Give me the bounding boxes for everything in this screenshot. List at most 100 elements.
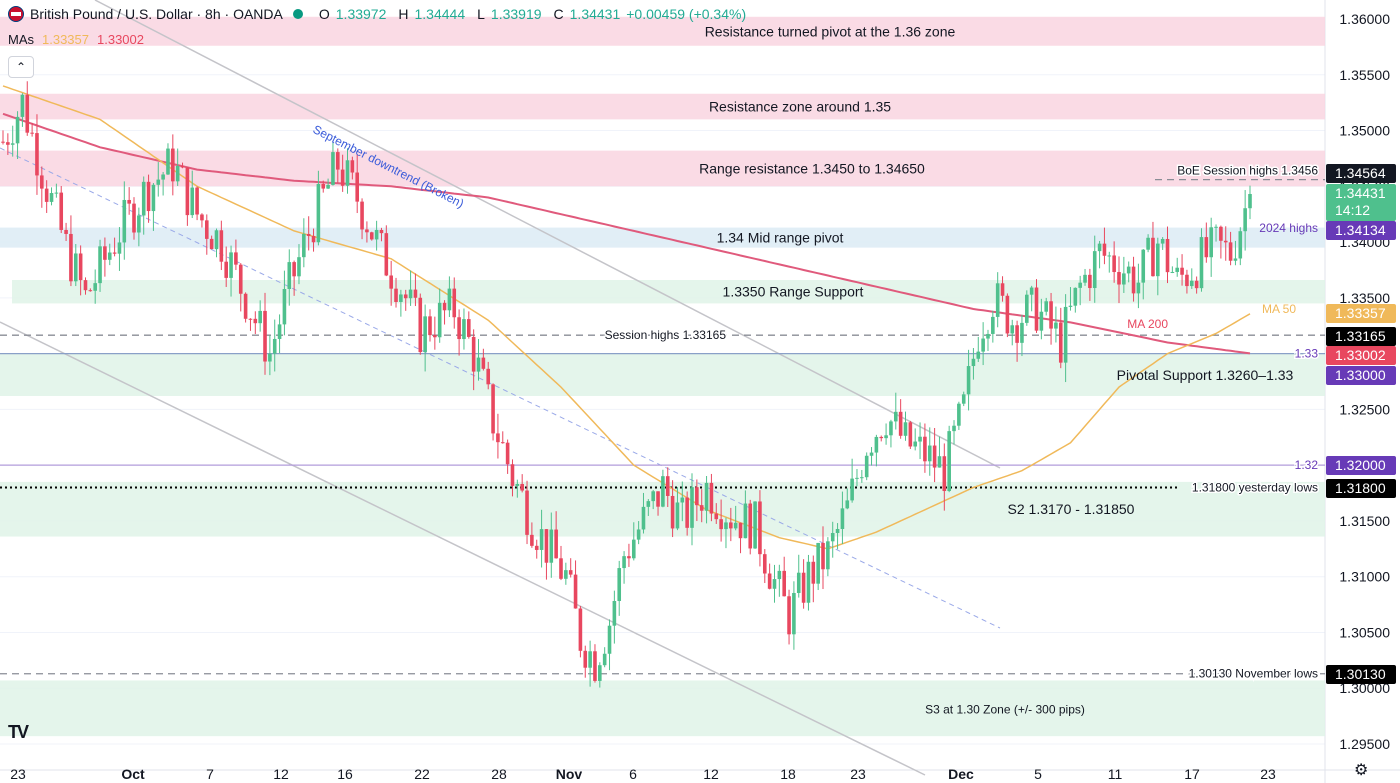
candle-body <box>1223 240 1228 243</box>
candle-body <box>564 570 568 579</box>
candle-body <box>1151 237 1155 277</box>
candle-body <box>927 445 932 462</box>
zone-label: 1.34 Mid range pivot <box>717 230 844 246</box>
collapse-legend-button[interactable]: ⌃ <box>8 56 34 78</box>
candle-body <box>971 358 976 367</box>
price-tag-label: 1.34134 <box>1335 222 1386 238</box>
candle-body <box>20 94 25 117</box>
candle-body <box>209 238 214 250</box>
candle-body <box>1000 283 1005 296</box>
zone-label: Pivotal Support 1.3260–1.33 <box>1117 367 1294 383</box>
change-value: +0.00459 (+0.34%) <box>626 6 747 22</box>
candle-body <box>1088 274 1092 289</box>
candle-body <box>1214 226 1218 228</box>
price-tag-label: 1.33357 <box>1335 305 1386 321</box>
candle-body <box>787 596 791 635</box>
candle-body <box>573 574 578 609</box>
level-label: Session highs 1.33165 <box>605 328 727 342</box>
candle-body <box>1068 305 1073 307</box>
x-tick-label: 11 <box>1108 766 1123 782</box>
candle-body <box>122 199 127 243</box>
candle-body <box>49 193 54 202</box>
price-tag <box>1326 327 1396 346</box>
price-tag <box>1326 346 1396 365</box>
candle-body <box>952 425 956 432</box>
candle-body <box>1 141 5 143</box>
candle-body <box>1005 295 1010 334</box>
candle-body <box>287 262 292 290</box>
price-tag <box>1326 164 1396 183</box>
candle-body <box>10 143 15 145</box>
high-label: H <box>398 6 409 22</box>
upper-channel-line <box>94 0 1001 469</box>
candle-body <box>743 503 748 539</box>
candle-body <box>433 335 437 338</box>
tradingview-logo-icon[interactable]: TV <box>8 722 29 742</box>
y-tick-label: 1.30000 <box>1339 680 1390 696</box>
candle-body <box>1243 208 1247 232</box>
candle-body <box>306 233 311 236</box>
candle-body <box>748 503 753 549</box>
candle-body <box>1078 282 1082 288</box>
candle-body <box>903 422 908 436</box>
settings-gear-icon[interactable]: ⚙ <box>1354 762 1369 779</box>
candle-body <box>932 445 937 468</box>
candle-body <box>767 573 772 589</box>
candle-body <box>175 165 180 182</box>
candle-body <box>602 653 607 666</box>
candle-body <box>1044 301 1049 312</box>
close-label: C <box>553 6 564 22</box>
ma-legend[interactable]: MAs 1.33357 1.33002 <box>8 32 144 47</box>
candle-body <box>350 160 355 173</box>
zone-support <box>0 353 1325 396</box>
candle-body <box>1092 251 1097 289</box>
candle-body <box>961 394 966 404</box>
candle-body <box>161 174 165 180</box>
candle-body <box>297 257 301 277</box>
candle-body <box>243 293 248 319</box>
candle-body <box>238 264 243 294</box>
candle-body <box>976 351 981 359</box>
candle-body <box>302 233 306 258</box>
candle-body <box>1073 287 1078 306</box>
market-status-icon <box>292 9 303 19</box>
candle-body <box>510 464 515 486</box>
candle-body <box>311 235 316 243</box>
candle-body <box>913 441 918 447</box>
lower-channel-line <box>0 321 926 776</box>
candle-body <box>986 333 990 339</box>
candle-body <box>729 522 733 529</box>
candle-body <box>835 528 840 534</box>
candle-body <box>1102 243 1107 256</box>
candle-body <box>156 179 161 185</box>
x-tick-label: 22 <box>414 766 430 782</box>
candle-body <box>78 253 83 281</box>
candle-body <box>384 233 389 276</box>
level-label: 1.31800 yesterday lows <box>1192 480 1318 494</box>
candle-body <box>539 529 544 550</box>
candle-body <box>1194 280 1199 289</box>
candle-body <box>379 229 384 234</box>
symbol-title[interactable]: British Pound / U.S. Dollar · 8h · OANDA <box>30 6 283 22</box>
candle-body <box>583 650 588 668</box>
ma200-label: MA 200 <box>1127 317 1168 331</box>
chevron-up-icon: ⌃ <box>15 60 27 74</box>
candle-body <box>190 187 195 216</box>
candle-body <box>782 570 786 597</box>
candle-body <box>137 215 141 233</box>
y-tick-label: 1.30500 <box>1339 624 1390 640</box>
candle-body <box>59 192 64 230</box>
candle-body <box>607 625 612 654</box>
candle-body <box>1015 325 1019 343</box>
price-zones <box>0 16 1325 737</box>
candle-body <box>695 487 699 506</box>
candle-body <box>88 290 93 292</box>
candle-body <box>452 288 457 318</box>
candle-body <box>93 283 97 291</box>
candle-body <box>1126 266 1131 274</box>
candle-body <box>258 310 262 324</box>
candle-body <box>699 505 704 511</box>
candle-body <box>811 561 816 584</box>
